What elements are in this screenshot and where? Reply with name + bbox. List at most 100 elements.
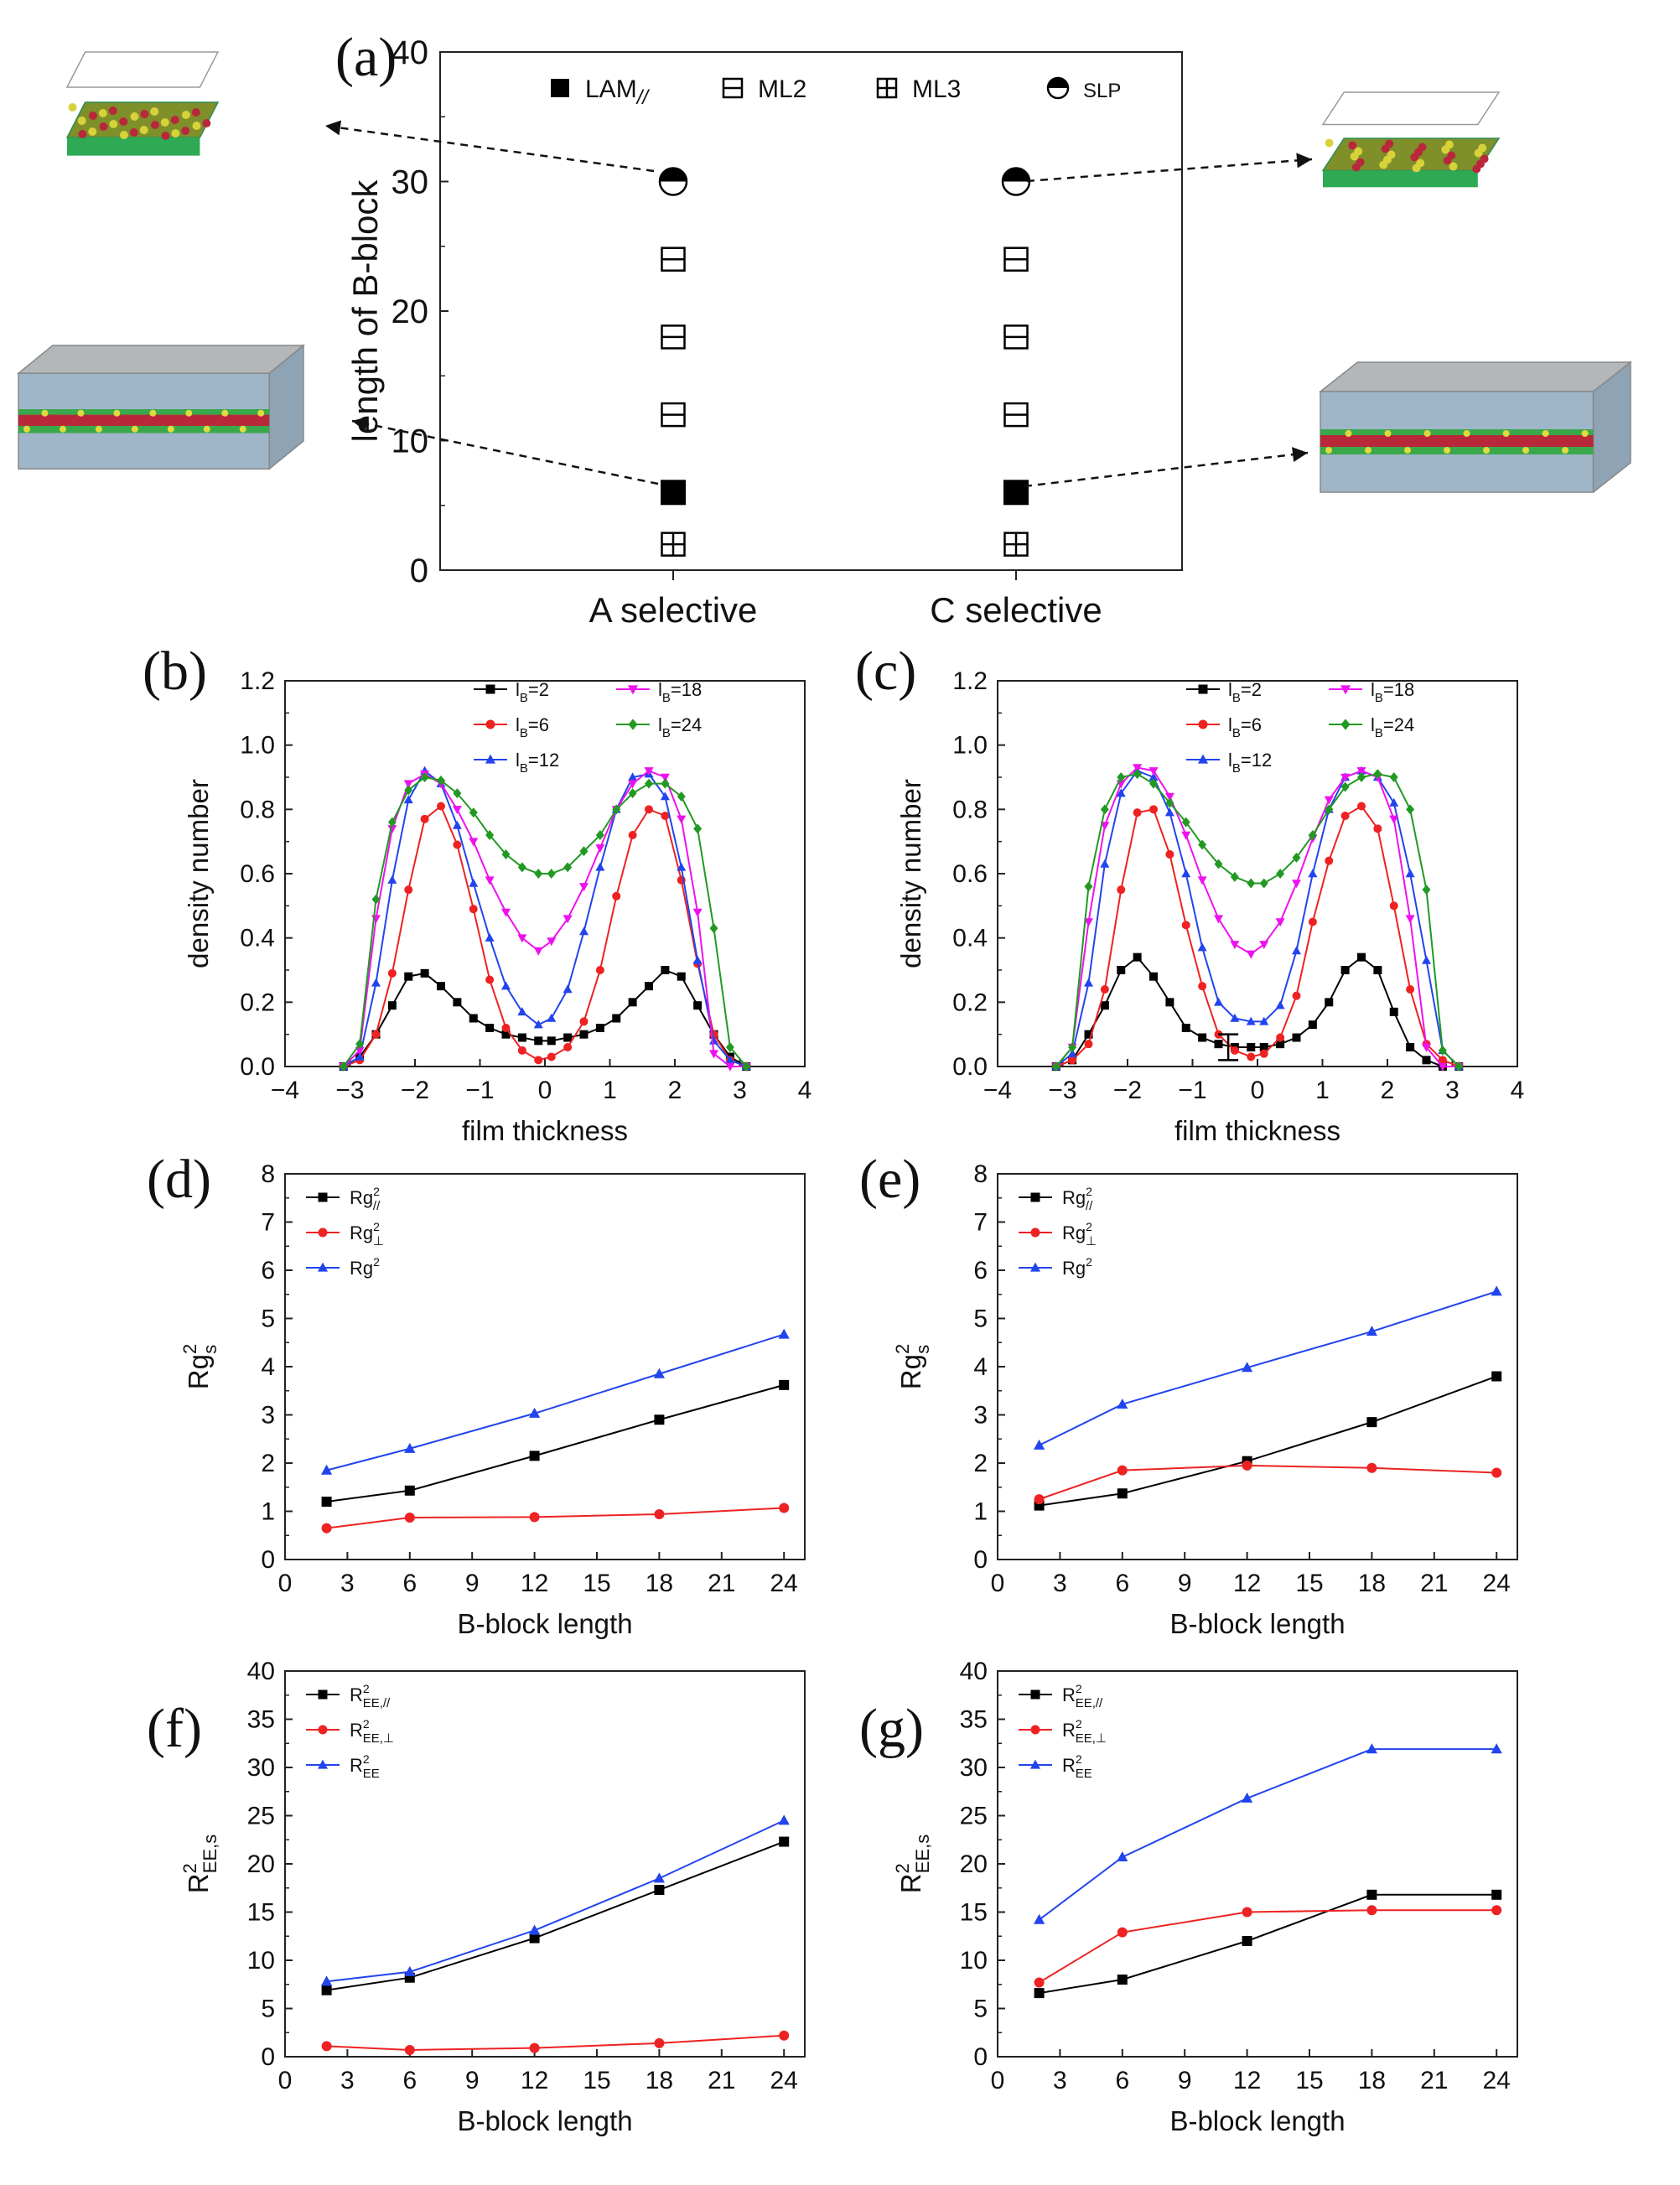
y-tick-label: 25 xyxy=(960,1803,988,1830)
legend: Rg2//Rg2 ⊥Rg2 xyxy=(1019,1185,1097,1279)
x-tick-label: 9 xyxy=(1178,1570,1192,1597)
data-point xyxy=(1292,1033,1301,1042)
y-tick-label: 7 xyxy=(261,1209,275,1237)
data-point xyxy=(661,247,686,272)
series-line xyxy=(1055,956,1460,1067)
x-tick-label: 18 xyxy=(646,1570,673,1597)
data-point xyxy=(1214,997,1223,1006)
data-point xyxy=(1491,1889,1502,1900)
data-point xyxy=(469,905,478,914)
data-point xyxy=(534,1056,543,1065)
data-point xyxy=(1389,772,1398,782)
data-point xyxy=(654,1414,665,1425)
x-tick-label: 12 xyxy=(521,1570,548,1597)
data-point xyxy=(1325,856,1334,865)
legend-main: l xyxy=(1228,679,1232,700)
inset-domain xyxy=(139,126,148,134)
legend-label: ML2 xyxy=(758,75,806,103)
y-axis-label: density number xyxy=(183,779,214,968)
y-tick-label: 0 xyxy=(261,2043,275,2071)
y-tick-label: 5 xyxy=(973,1305,988,1333)
data-point xyxy=(1133,952,1142,962)
data-point xyxy=(725,1062,735,1072)
data-point xyxy=(677,972,686,981)
inset-bead xyxy=(1404,447,1412,454)
data-point xyxy=(1325,998,1334,1007)
series-Rg2 xyxy=(1034,1285,1502,1450)
legend-main: l xyxy=(658,679,662,700)
inset-bead xyxy=(1581,430,1589,437)
legend-main: R xyxy=(350,1755,363,1776)
series-REE,⊥2 xyxy=(1034,1905,1502,1988)
inset-bead xyxy=(1444,447,1451,454)
data-point xyxy=(1084,1040,1093,1049)
inset-box-top xyxy=(16,345,306,374)
inset-domain xyxy=(170,116,179,124)
legend-label: R2 EE,// xyxy=(1062,1682,1103,1710)
y-tick-label: 1.2 xyxy=(952,667,988,695)
data-point xyxy=(612,804,621,815)
x-tick-label: 6 xyxy=(1115,2067,1129,2094)
x-tick-label: −1 xyxy=(465,1077,494,1104)
data-point xyxy=(1003,402,1029,428)
legend-sub: // xyxy=(635,86,651,109)
data-point xyxy=(779,1379,790,1390)
data-point xyxy=(653,1368,665,1378)
inset-bead xyxy=(131,425,138,433)
y-tick-label: 6 xyxy=(973,1257,988,1285)
panel-g: (g) 0 5 10 15 20 25 30 35 40 0 3 6 9 12 15 18 21 24 B-block… xyxy=(859,1658,1518,2136)
legend-item: LAM// xyxy=(551,75,650,109)
x-tick-label: 9 xyxy=(1178,2067,1192,2094)
legend-sub: ⊥ xyxy=(1086,1234,1097,1248)
legend-label: R2 EE xyxy=(350,1752,380,1781)
y-tick-label: 0.2 xyxy=(240,989,275,1016)
data-point xyxy=(579,1017,589,1026)
legend-main: R xyxy=(1062,1720,1076,1741)
y-label-sub: s xyxy=(912,1345,933,1354)
data-point xyxy=(1117,772,1126,782)
data-point xyxy=(563,1033,573,1042)
data-point xyxy=(1084,1030,1093,1039)
data-point xyxy=(1438,1062,1448,1072)
inset-domain xyxy=(150,121,159,129)
data-point xyxy=(404,2044,415,2055)
data-point xyxy=(469,838,479,847)
data-point xyxy=(779,1503,790,1513)
x-tick-label: 3 xyxy=(1053,2067,1067,2094)
data-point xyxy=(1214,859,1223,869)
inset-bead xyxy=(1483,447,1491,454)
arrow-head xyxy=(1296,153,1312,169)
data-point xyxy=(485,830,495,840)
data-point xyxy=(1084,918,1093,927)
dashed-arrow xyxy=(1024,447,1309,488)
y-tick-label: 0.0 xyxy=(240,1053,275,1081)
data-point xyxy=(1100,859,1110,868)
inset-bead xyxy=(41,409,49,417)
data-point xyxy=(453,840,462,849)
series-lB=12 xyxy=(1051,766,1464,1071)
arrow-head xyxy=(352,416,369,432)
data-point xyxy=(1308,917,1317,926)
data-point xyxy=(1406,985,1415,994)
y-tick-label: 0 xyxy=(410,553,428,589)
data-point xyxy=(709,923,718,934)
inset-bead xyxy=(149,409,157,417)
data-point xyxy=(1276,1040,1285,1049)
data-point xyxy=(517,934,527,943)
data-point xyxy=(387,968,397,978)
x-tick-label: 12 xyxy=(1233,1570,1261,1597)
data-point xyxy=(779,2030,790,2041)
data-point xyxy=(321,1985,332,1996)
plot-frame xyxy=(439,51,1183,571)
data-point xyxy=(628,998,637,1007)
legend-sub: B xyxy=(662,726,671,740)
data-point xyxy=(1276,1033,1285,1042)
data-point xyxy=(469,1014,478,1023)
legend-marker xyxy=(317,1759,329,1769)
data-point xyxy=(1084,978,1093,987)
inset-box-top xyxy=(1321,91,1501,126)
x-tick-label: 3 xyxy=(1053,1570,1067,1597)
legend-sup: 2 xyxy=(363,1752,370,1766)
legend-marker xyxy=(485,684,495,694)
data-point xyxy=(1292,852,1301,863)
